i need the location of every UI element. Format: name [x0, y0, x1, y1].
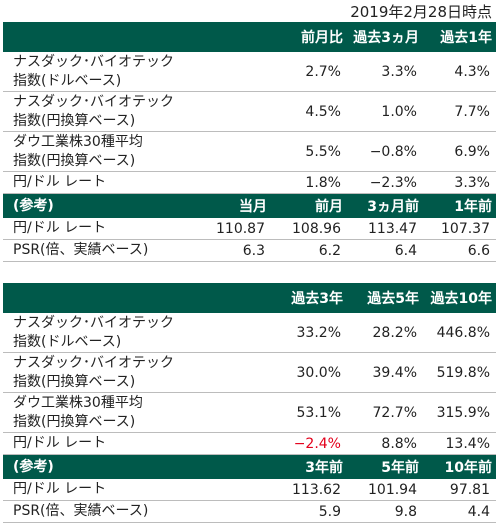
table-row: 円/ドル レート 110.87 108.96 113.47 107.37	[3, 218, 496, 240]
reference-label: (参考)	[13, 458, 54, 475]
table-header-row: 前月比 過去3ヵ月 過去1年	[3, 22, 496, 52]
row-label: 円/ドル レート	[13, 220, 107, 236]
header-prev-month: 前月	[315, 199, 343, 215]
table-row: 円/ドル レート 1.8% −2.3% 3.3%	[3, 172, 496, 194]
value-cell: 6.4	[394, 242, 417, 259]
header-3y-ago: 3年前	[305, 460, 343, 476]
header-1y: 過去1年	[440, 30, 492, 46]
table-row: ナスダック･バイオテック 指数(円換算ベース) 30.0% 39.4% 519.…	[3, 353, 496, 393]
value-cell: 2.7%	[305, 63, 341, 80]
row-label: ナスダック･バイオテック 指数(ドルベース)	[13, 314, 174, 350]
table-row: PSR(倍、実績ベース) 6.3 6.2 6.4 6.6	[3, 240, 496, 262]
performance-table-long-term: 過去3年 過去5年 過去10年 ナスダック･バイオテック 指数(ドルベース) 3…	[3, 283, 496, 523]
value-cell: 113.62	[292, 481, 341, 498]
value-cell: 13.4%	[445, 435, 490, 452]
row-label: ナスダック･バイオテック 指数(円換算ベース)	[13, 93, 174, 129]
value-cell: 4.5%	[305, 103, 341, 120]
value-cell: 3.3%	[381, 63, 417, 80]
value-cell: 113.47	[368, 220, 417, 237]
table-row: ナスダック･バイオテック 指数(ドルベース) 33.2% 28.2% 446.8…	[3, 313, 496, 353]
row-label: PSR(倍、実績ベース)	[13, 242, 149, 258]
value-cell: 4.3%	[454, 63, 490, 80]
value-cell: 4.4	[467, 503, 490, 520]
row-label: 円/ドル レート	[13, 174, 107, 190]
value-cell: 5.9	[318, 503, 341, 520]
value-cell: 110.87	[216, 220, 265, 237]
row-label: 円/ドル レート	[13, 481, 107, 497]
value-cell: 1.0%	[381, 103, 417, 120]
row-label: ナスダック･バイオテック 指数(円換算ベース)	[13, 354, 174, 390]
value-cell: 3.3%	[454, 174, 490, 191]
value-cell: 28.2%	[372, 324, 417, 341]
table-header-row: 過去3年 過去5年 過去10年	[3, 283, 496, 313]
value-cell: 53.1%	[296, 404, 341, 421]
row-label: PSR(倍、実績ベース)	[13, 503, 149, 519]
header-3m: 過去3ヵ月	[353, 30, 419, 46]
value-cell: 7.7%	[454, 103, 490, 120]
value-cell: 6.6	[467, 242, 490, 259]
value-cell: 315.9%	[436, 404, 490, 421]
table-row: ナスダック･バイオテック 指数(円換算ベース) 4.5% 1.0% 7.7%	[3, 92, 496, 132]
value-cell: 30.0%	[296, 364, 341, 381]
header-10y: 過去10年	[430, 291, 492, 307]
header-1y-ago: 1年前	[454, 199, 492, 215]
value-cell: 6.9%	[454, 143, 490, 160]
row-label: ダウ工業株30種平均 指数(円換算ベース)	[13, 394, 143, 430]
row-label: 円/ドル レート	[13, 435, 107, 451]
value-cell: 8.8%	[381, 435, 417, 452]
value-cell: 1.8%	[305, 174, 341, 191]
value-cell: −2.3%	[369, 174, 417, 191]
value-cell: 5.5%	[305, 143, 341, 160]
header-1m: 前月比	[301, 30, 343, 46]
table-row: ナスダック･バイオテック 指数(ドルベース) 2.7% 3.3% 4.3%	[3, 52, 496, 92]
value-cell: 107.37	[441, 220, 490, 237]
table-row: 円/ドル レート 113.62 101.94 97.81	[3, 479, 496, 501]
reference-label: (参考)	[13, 197, 54, 214]
header-10y-ago: 10年前	[444, 460, 492, 476]
header-5y-ago: 5年前	[381, 460, 419, 476]
header-3y: 過去3年	[291, 291, 343, 307]
value-cell: 108.96	[292, 220, 341, 237]
table-row: ダウ工業株30種平均 指数(円換算ベース) 5.5% −0.8% 6.9%	[3, 132, 496, 172]
value-cell: 72.7%	[372, 404, 417, 421]
value-cell: 6.3	[242, 242, 265, 259]
value-cell-negative: −2.4%	[293, 435, 341, 452]
value-cell: 519.8%	[436, 364, 490, 381]
reference-header-row: (参考) 当月 前月 3ヵ月前 1年前	[3, 194, 496, 218]
header-3m-ago: 3ヵ月前	[367, 199, 419, 215]
value-cell: 6.2	[318, 242, 341, 259]
table-row: 円/ドル レート −2.4% 8.8% 13.4%	[3, 433, 496, 455]
row-label: ナスダック･バイオテック 指数(ドルベース)	[13, 53, 174, 89]
as-of-date: 2019年2月28日時点	[350, 3, 492, 21]
value-cell: −0.8%	[369, 143, 417, 160]
performance-table-short-term: 前月比 過去3ヵ月 過去1年 ナスダック･バイオテック 指数(ドルベース) 2.…	[3, 22, 496, 262]
value-cell: 446.8%	[436, 324, 490, 341]
value-cell: 9.8	[394, 503, 417, 520]
value-cell: 39.4%	[372, 364, 417, 381]
row-label: ダウ工業株30種平均 指数(円換算ベース)	[13, 133, 143, 169]
header-5y: 過去5年	[367, 291, 419, 307]
table-row: ダウ工業株30種平均 指数(円換算ベース) 53.1% 72.7% 315.9%	[3, 393, 496, 433]
table-row: PSR(倍、実績ベース) 5.9 9.8 4.4	[3, 501, 496, 523]
header-current-month: 当月	[239, 199, 267, 215]
reference-header-row: (参考) 3年前 5年前 10年前	[3, 455, 496, 479]
value-cell: 97.81	[449, 481, 490, 498]
value-cell: 33.2%	[296, 324, 341, 341]
value-cell: 101.94	[368, 481, 417, 498]
